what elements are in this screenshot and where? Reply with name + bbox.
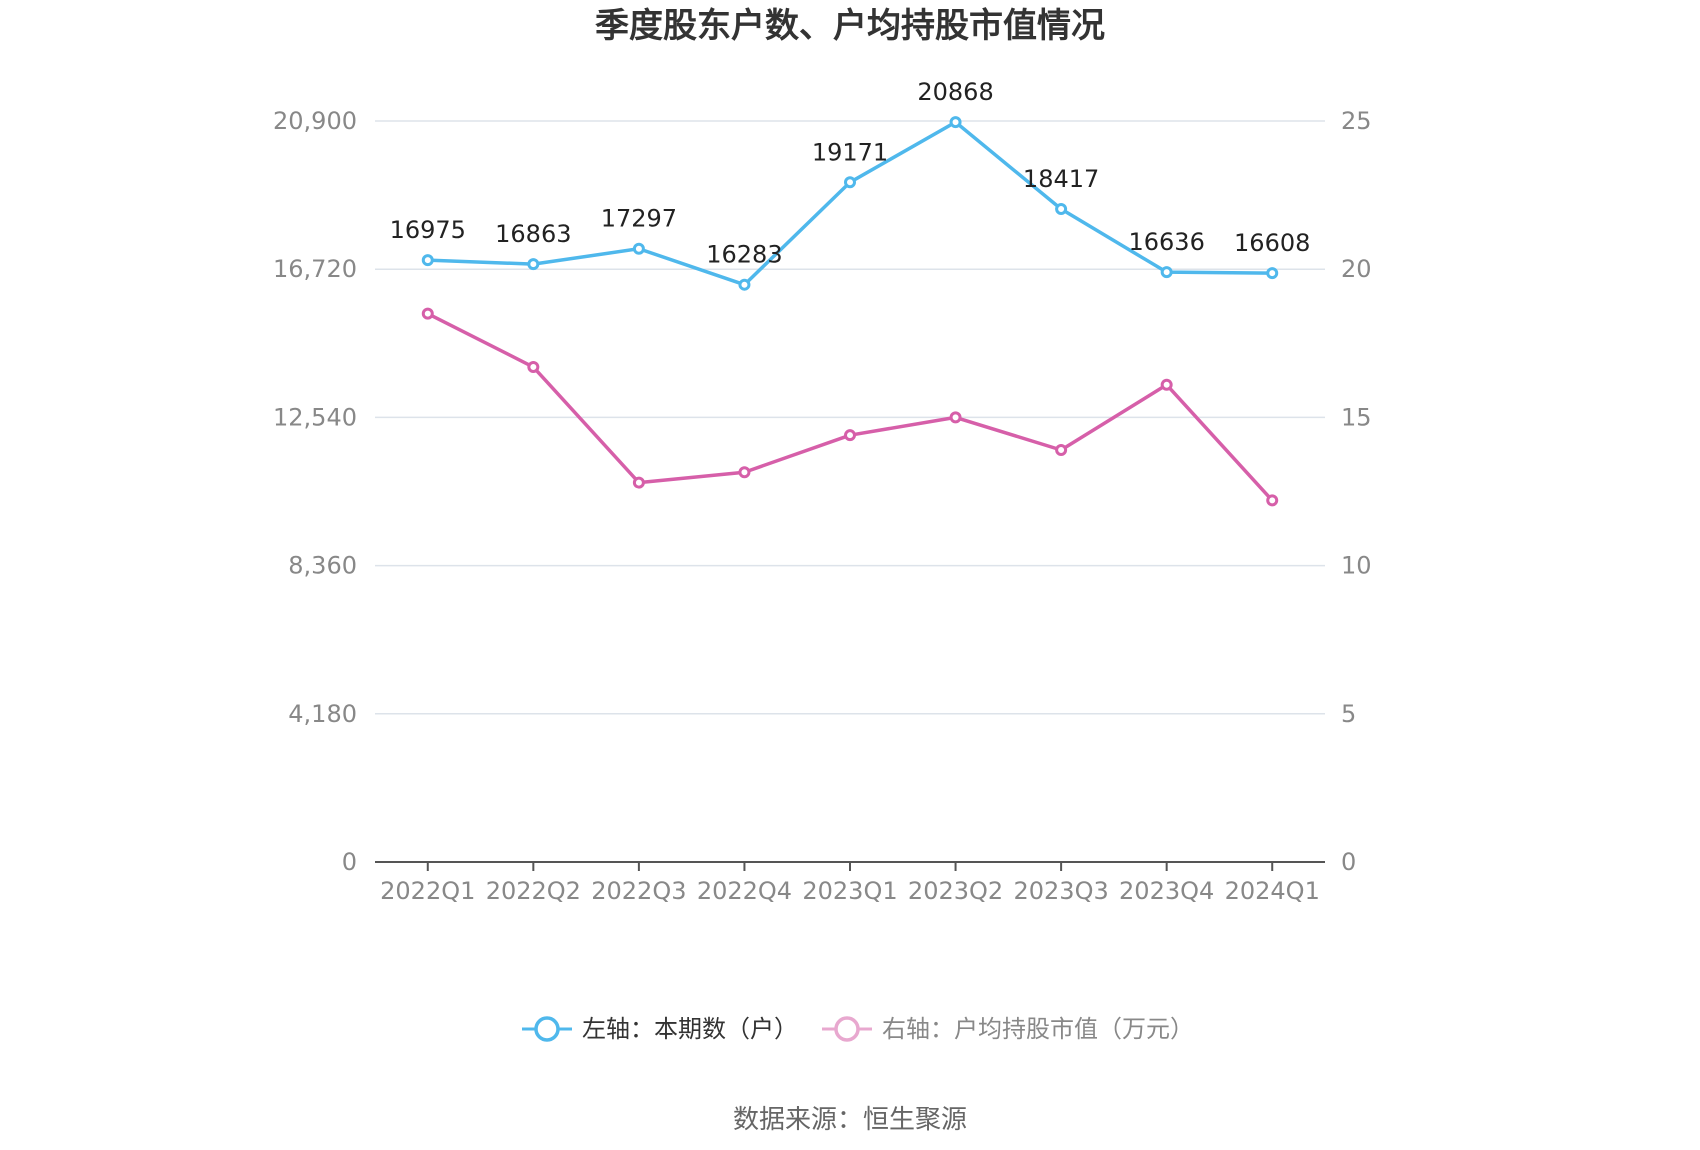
left-series-point[interactable]	[949, 116, 962, 129]
right-axis-tick-label: 0	[1341, 848, 1356, 876]
legend-item-right-series[interactable]: 右轴：户均持股市值（万元）	[822, 1015, 1194, 1043]
x-axis-tick-label: 2024Q1	[1225, 877, 1320, 905]
right-series-point[interactable]	[844, 429, 856, 442]
legend-right-label: 右轴：户均持股市值（万元）	[882, 1015, 1194, 1043]
right-series-line	[426, 311, 1274, 503]
grid-lines	[375, 120, 1325, 715]
legend-right-marker	[834, 1016, 860, 1042]
right-series-point[interactable]	[1266, 494, 1279, 507]
data-label: 18417	[1023, 165, 1099, 193]
left-axis-tick-label: 12,540	[273, 403, 357, 431]
data-labels: 16975 16863 17297 16283 19171 20868 18417 16636…	[390, 78, 1311, 269]
x-axis-tick-label: 2022Q3	[591, 877, 686, 905]
left-axis-tick-label: 16,720	[273, 255, 357, 283]
data-label: 16975	[390, 216, 466, 244]
right-axis-tick-label: 20	[1341, 255, 1372, 283]
source-note: 数据来源：恒生聚源	[733, 1105, 967, 1135]
data-label: 20868	[917, 78, 993, 106]
right-series-point[interactable]	[1055, 444, 1068, 457]
left-axis-tick-label: 20,900	[273, 107, 357, 135]
x-axis: 2022Q1 2022Q2 2022Q3 2022Q4 2023Q1 2023Q2 2023…	[375, 861, 1325, 905]
data-label: 19171	[812, 138, 888, 166]
left-series-point[interactable]	[527, 258, 540, 271]
x-axis-tick-label: 2022Q4	[697, 877, 792, 905]
right-series-point[interactable]	[738, 466, 751, 479]
series-layer	[421, 116, 1279, 507]
data-label: 16636	[1128, 228, 1204, 256]
x-axis-tick-label: 2023Q4	[1119, 877, 1214, 905]
chart-title: 季度股东户数、户均持股市值情况	[595, 6, 1105, 46]
left-series-point[interactable]	[632, 242, 645, 255]
left-axis-tick-labels: 0 4,180 8,360 12,540 16,720 20,900	[273, 107, 357, 876]
right-series-point[interactable]	[949, 411, 962, 424]
data-label: 16283	[706, 241, 782, 269]
x-axis-tick-label: 2022Q2	[486, 877, 581, 905]
x-axis-tick-label: 2022Q1	[380, 877, 475, 905]
legend: 左轴：本期数（户） 右轴：户均持股市值（万元）	[522, 1015, 1194, 1043]
x-axis-tick-label: 2023Q3	[1013, 877, 1108, 905]
left-series-point[interactable]	[1055, 203, 1068, 216]
right-series-point[interactable]	[1160, 378, 1173, 391]
right-axis-tick-label: 10	[1341, 552, 1372, 580]
left-series-point[interactable]	[421, 254, 434, 267]
right-axis-tick-labels: 0 5 10 15 20 25	[1341, 107, 1372, 876]
right-axis-tick-label: 15	[1341, 403, 1372, 431]
left-axis-tick-label: 8,360	[288, 552, 357, 580]
data-label: 17297	[601, 205, 677, 233]
right-series-point[interactable]	[632, 476, 645, 489]
left-series-point[interactable]	[1160, 266, 1173, 279]
x-axis-tick-label: 2023Q2	[908, 877, 1003, 905]
data-label: 16608	[1234, 229, 1310, 257]
right-axis-tick-label: 5	[1341, 700, 1356, 728]
data-label: 16863	[495, 220, 571, 248]
right-series-point[interactable]	[527, 361, 540, 374]
legend-left-label: 左轴：本期数（户）	[582, 1015, 798, 1043]
right-series-point[interactable]	[421, 307, 434, 320]
left-series-point[interactable]	[1266, 267, 1279, 280]
legend-left-marker	[534, 1016, 560, 1042]
legend-item-left-series[interactable]: 左轴：本期数（户）	[522, 1015, 798, 1043]
right-axis-tick-label: 25	[1341, 107, 1372, 135]
x-axis-tick-label: 2023Q1	[802, 877, 897, 905]
left-series-point[interactable]	[844, 176, 856, 189]
left-series-point[interactable]	[738, 278, 751, 291]
left-axis-tick-label: 0	[342, 848, 357, 876]
left-axis-tick-label: 4,180	[288, 700, 357, 728]
